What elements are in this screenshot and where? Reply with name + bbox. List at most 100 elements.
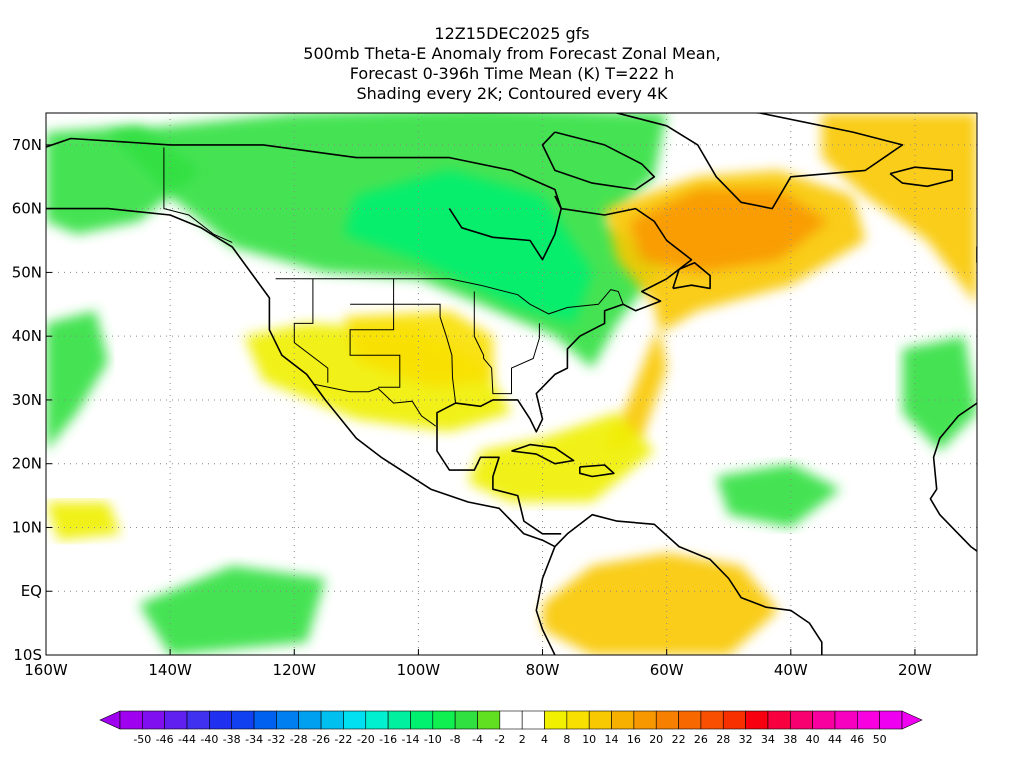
lon-tick-label: 20W — [898, 661, 932, 679]
coastline-yucatan-and-central-america — [436, 425, 562, 535]
colorbar-swatch — [410, 710, 434, 730]
coastlines — [46, 113, 1024, 655]
colorbar-swatch — [499, 710, 523, 730]
anomaly-alaska-negative — [46, 125, 202, 235]
colorbar-swatch — [253, 710, 277, 730]
lat-tick-label: 10S — [13, 646, 42, 664]
lat-tick-label: 70N — [12, 136, 42, 154]
colorbar-swatch — [454, 710, 478, 730]
lon-tick-label: 140W — [148, 661, 192, 679]
coastline-cuba — [511, 443, 575, 465]
colorbar-label: -20 — [357, 733, 375, 746]
title-line-4: Shading every 2K; Contoured every 4K — [356, 84, 668, 103]
colorbar-swatch — [789, 710, 813, 730]
coastline-newfoundland — [672, 261, 711, 290]
lat-tick-label: 30N — [12, 391, 42, 409]
colorbar-swatch — [745, 710, 769, 730]
anomaly-west-africa-negative — [902, 336, 977, 451]
lat-tick-label: 20N — [12, 455, 42, 473]
border-us-state-lines-plains — [393, 278, 457, 404]
coastline-great-britain — [1002, 218, 1024, 272]
colorbar-swatch — [320, 710, 344, 730]
title-line-1: 12Z15DEC2025 gfs — [434, 24, 590, 43]
colorbar-label: -46 — [156, 733, 174, 746]
plot-frame — [45, 112, 978, 656]
coastline-hudson-bay — [448, 195, 563, 261]
border-us-state-lines-midwest — [473, 291, 540, 395]
colorbar-label: 8 — [563, 733, 570, 746]
lat-tick-label: 40N — [12, 327, 42, 345]
anomaly-south-america-positive — [542, 553, 779, 655]
colorbar-swatch — [164, 710, 188, 730]
colorbar-label: -10 — [424, 733, 442, 746]
colorbar-label: -38 — [223, 733, 241, 746]
lat-tick-label: 60N — [12, 200, 42, 218]
colorbar-label: 10 — [582, 733, 596, 746]
colorbar-label: 14 — [605, 733, 619, 746]
colorbar-label: -32 — [267, 733, 285, 746]
colorbar-swatch — [678, 710, 702, 730]
coastline-north-america-west-coast — [46, 207, 556, 548]
coastline-baffin-island — [541, 131, 656, 191]
border-us-canada — [275, 278, 624, 315]
title-line-2: 500mb Theta-E Anomaly from Forecast Zona… — [303, 44, 721, 63]
anomaly-pacific-negative — [46, 310, 109, 451]
colorbar-label: 16 — [627, 733, 641, 746]
colorbar-label: -50 — [133, 733, 151, 746]
colorbar-label: 34 — [761, 733, 775, 746]
colorbar-swatch — [298, 710, 322, 730]
colorbar-label: 26 — [694, 733, 708, 746]
lon-tick-label: 100W — [397, 661, 441, 679]
colorbar-swatch — [276, 710, 300, 730]
lon-tick-label: 40W — [774, 661, 808, 679]
border-us-state-lines-west — [293, 278, 329, 383]
colorbar-swatch — [812, 710, 836, 730]
colorbar-label: 20 — [649, 733, 663, 746]
colorbar-label: 32 — [739, 733, 753, 746]
colorbar-label: 44 — [828, 733, 842, 746]
anomaly-pacific-positive — [46, 502, 121, 541]
colorbar: -50 -46 -44 -40 -38 -34 -32 -28 -26 -22 -20 -16 -14-… — [99, 710, 923, 746]
lat-tick-label: 50N — [12, 263, 42, 281]
anomaly-atlantic-negative — [716, 463, 841, 528]
colorbar-label: 40 — [806, 733, 820, 746]
coastline-hispaniola — [578, 464, 615, 478]
colorbar-label: -34 — [245, 733, 263, 746]
colorbar-swatch — [432, 710, 456, 730]
colorbar-label: 22 — [672, 733, 686, 746]
colorbar-label: -40 — [200, 733, 218, 746]
colorbar-swatch — [633, 710, 657, 730]
colorbar-label: -16 — [379, 733, 397, 746]
anomaly-east-pacific-negative — [139, 565, 326, 655]
colorbar-label: -8 — [450, 733, 461, 746]
border-alaska-canada — [163, 147, 233, 243]
anomaly-northeast-atlantic-positive — [821, 113, 977, 305]
colorbar-swatch — [119, 710, 143, 730]
colorbar-swatch — [611, 710, 635, 730]
colorbar-swatch — [700, 710, 724, 730]
colorbar-label: 50 — [873, 733, 887, 746]
anomaly-greenland-core — [629, 189, 828, 273]
colorbar-arrow-left — [99, 710, 121, 730]
colorbar-swatch — [365, 710, 389, 730]
colorbar-swatch — [521, 710, 545, 730]
colorbar-swatch — [834, 710, 858, 730]
lat-tick-label: EQ — [21, 582, 42, 600]
lon-tick-label: 60W — [650, 661, 684, 679]
colorbar-swatch — [209, 710, 233, 730]
colorbar-swatch — [544, 710, 568, 730]
colorbar-swatch — [722, 710, 746, 730]
colorbar-swatch — [477, 710, 501, 730]
colorbar-swatch — [655, 710, 679, 730]
anomaly-canada-core — [343, 170, 593, 324]
border-us-mexico — [312, 383, 437, 427]
lon-tick-label: 120W — [273, 661, 317, 679]
coastline-gulf-and-east-coast — [46, 137, 693, 433]
coastline-ireland — [976, 245, 977, 263]
colorbar-swatch — [879, 710, 903, 730]
colorbar-swatch — [857, 710, 880, 730]
colorbar-label: 2 — [519, 733, 526, 746]
anomaly-caribbean-positive — [468, 412, 655, 502]
